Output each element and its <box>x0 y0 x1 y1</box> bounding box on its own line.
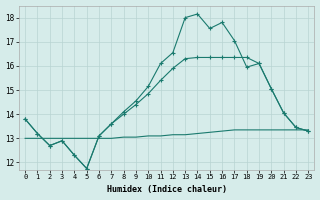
X-axis label: Humidex (Indice chaleur): Humidex (Indice chaleur) <box>107 185 227 194</box>
